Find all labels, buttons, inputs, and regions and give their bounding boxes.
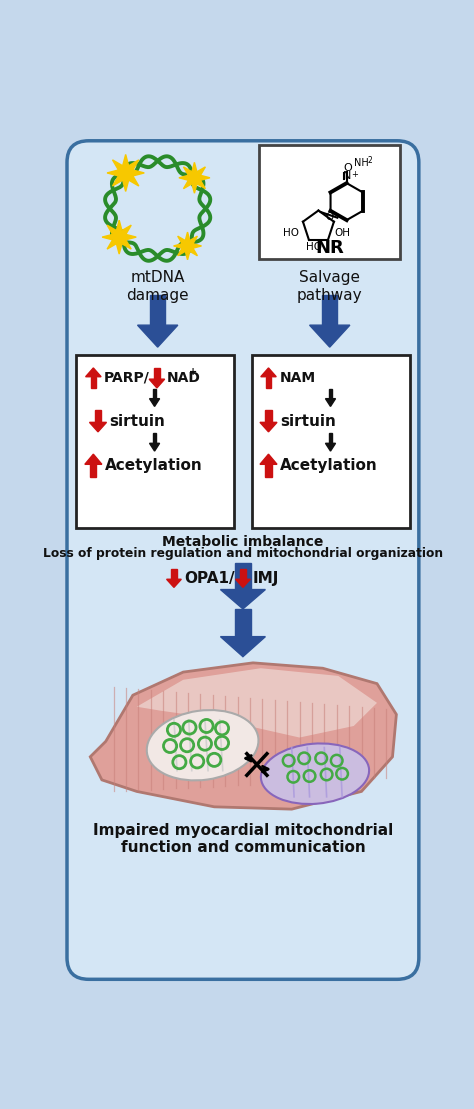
- Bar: [153, 434, 156, 444]
- Polygon shape: [166, 579, 182, 588]
- Text: IMJ: IMJ: [253, 571, 279, 586]
- Polygon shape: [149, 398, 160, 406]
- Polygon shape: [260, 455, 277, 465]
- Polygon shape: [90, 423, 107, 431]
- Polygon shape: [102, 221, 136, 254]
- Text: OPA1/: OPA1/: [184, 571, 235, 586]
- Text: sirtuin: sirtuin: [109, 414, 165, 428]
- Text: O: O: [326, 212, 334, 222]
- Ellipse shape: [147, 710, 258, 781]
- Polygon shape: [137, 325, 178, 347]
- Bar: [171, 569, 177, 579]
- Text: +: +: [190, 367, 198, 377]
- Bar: [150, 295, 165, 325]
- Bar: [266, 377, 271, 388]
- Bar: [235, 609, 251, 637]
- Polygon shape: [107, 154, 144, 192]
- Text: HO: HO: [306, 242, 321, 252]
- Bar: [240, 569, 246, 579]
- Bar: [91, 377, 96, 388]
- Text: Metabolic imbalance: Metabolic imbalance: [162, 535, 324, 549]
- Polygon shape: [326, 398, 336, 406]
- Polygon shape: [326, 444, 336, 451]
- Text: Impaired myocardial mitochondrial
function and communication: Impaired myocardial mitochondrial functi…: [93, 823, 393, 855]
- Text: 2: 2: [367, 156, 372, 165]
- Text: OH: OH: [335, 227, 350, 237]
- Bar: [328, 389, 332, 398]
- Text: Acetylation: Acetylation: [105, 458, 203, 474]
- Text: N: N: [342, 171, 351, 181]
- Polygon shape: [236, 579, 250, 588]
- Polygon shape: [86, 368, 101, 377]
- Bar: [322, 295, 337, 325]
- Text: Salvage
pathway: Salvage pathway: [297, 271, 363, 303]
- Bar: [235, 562, 251, 590]
- Text: Acetylation: Acetylation: [280, 458, 378, 474]
- Polygon shape: [90, 663, 396, 810]
- Text: PARP/: PARP/: [103, 370, 149, 385]
- Text: NH: NH: [355, 159, 369, 169]
- Polygon shape: [173, 232, 201, 260]
- Polygon shape: [310, 325, 350, 347]
- Bar: [90, 465, 96, 477]
- Polygon shape: [149, 444, 160, 451]
- Text: +: +: [351, 171, 358, 180]
- Text: NAM: NAM: [279, 370, 316, 385]
- FancyBboxPatch shape: [67, 141, 419, 979]
- Bar: [328, 434, 332, 444]
- Text: NAD: NAD: [167, 370, 201, 385]
- Text: sirtuin: sirtuin: [280, 414, 336, 428]
- Polygon shape: [85, 455, 102, 465]
- FancyBboxPatch shape: [76, 355, 234, 528]
- Polygon shape: [149, 379, 164, 388]
- Bar: [153, 389, 156, 398]
- Bar: [95, 410, 101, 423]
- Bar: [265, 410, 272, 423]
- Text: Loss of protein regulation and mitochondrial organization: Loss of protein regulation and mitochond…: [43, 548, 443, 560]
- Polygon shape: [260, 423, 277, 431]
- Ellipse shape: [261, 743, 369, 804]
- Text: O: O: [344, 163, 353, 173]
- FancyBboxPatch shape: [252, 355, 410, 528]
- Text: mtDNA
damage: mtDNA damage: [127, 271, 189, 303]
- Polygon shape: [179, 162, 210, 193]
- Text: NR: NR: [315, 238, 344, 257]
- Bar: [154, 368, 160, 379]
- Polygon shape: [261, 368, 276, 377]
- Text: HO: HO: [283, 227, 299, 237]
- Polygon shape: [220, 637, 265, 657]
- Polygon shape: [220, 590, 265, 609]
- Bar: [265, 465, 272, 477]
- FancyBboxPatch shape: [259, 144, 400, 258]
- Polygon shape: [137, 669, 377, 737]
